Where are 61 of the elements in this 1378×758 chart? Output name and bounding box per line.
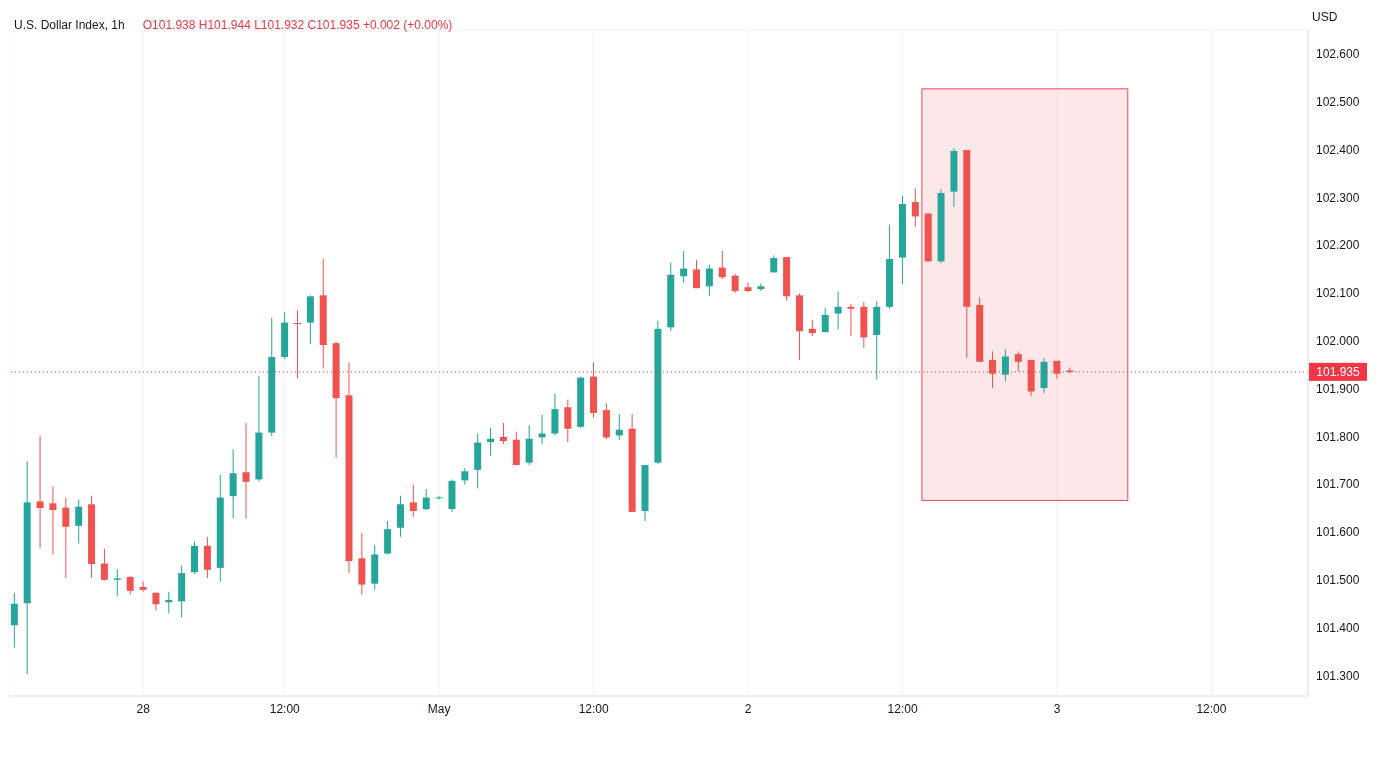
x-tick-label: 12:00 [1196, 701, 1227, 716]
candlestick [731, 273, 739, 294]
candlestick [499, 422, 507, 445]
chart-title: U.S. Dollar Index, 1h [14, 18, 125, 32]
x-tick-label: 12:00 [887, 701, 918, 716]
x-tick-label: 3 [1053, 701, 1061, 716]
candlestick [10, 592, 18, 649]
candlestick [834, 291, 842, 330]
y-tick-label: 102.100 [1316, 286, 1360, 301]
candlestick [911, 187, 919, 228]
candlestick [821, 307, 829, 333]
candlestick [75, 499, 83, 544]
candlestick [487, 427, 495, 457]
y-tick-label: 101.600 [1316, 525, 1360, 540]
candlestick [705, 264, 713, 297]
candlestick [113, 568, 121, 598]
candlestick [1001, 348, 1009, 382]
candlestick [693, 259, 701, 289]
candlestick [435, 495, 443, 500]
x-tick-label: 12:00 [269, 701, 301, 716]
candlestick [989, 350, 997, 389]
candlestick [139, 580, 147, 593]
candlestick [422, 488, 430, 511]
y-tick-label: 102.500 [1316, 94, 1360, 109]
candlestick [62, 497, 70, 579]
chart-subtitle: O101.938 H101.944 L101.932 C101.935 +0.002 (+0.00%) [142, 18, 453, 32]
candlestick [126, 575, 134, 596]
y-tick-label: 102.400 [1316, 142, 1360, 157]
y-tick-label: 101.300 [1316, 668, 1360, 683]
y-tick-label: 101.700 [1316, 477, 1360, 492]
candlestick [203, 536, 211, 579]
x-tick-label: 12:00 [578, 701, 609, 716]
candlestick [396, 495, 404, 538]
candlestick [847, 303, 855, 337]
x-tick-label: May [427, 701, 451, 716]
candlestick [49, 486, 57, 555]
y-tick-label: 101.400 [1316, 620, 1360, 635]
y-tick-label: 102.600 [1316, 47, 1360, 62]
y-axis-title: USD [1312, 10, 1338, 24]
y-tick-label: 101.800 [1316, 429, 1360, 444]
ref-line-label: 101.935 [1316, 364, 1361, 379]
candlestick [242, 422, 250, 520]
candlestick [757, 282, 765, 292]
candlestick [409, 484, 417, 518]
candlestick [744, 281, 752, 293]
candlestick [718, 250, 726, 280]
x-tick-label: 2 [744, 701, 752, 716]
y-tick-label: 101.500 [1316, 573, 1360, 588]
y-tick-label: 101.900 [1316, 381, 1360, 396]
x-tick-label: 28 [136, 701, 151, 716]
y-tick-label: 102.200 [1316, 238, 1360, 253]
candlestick [564, 399, 572, 443]
y-tick-label: 102.000 [1316, 334, 1360, 349]
candlestick [36, 435, 44, 549]
candlestick [1014, 350, 1022, 372]
y-tick-label: 102.300 [1316, 190, 1360, 205]
candlestick [294, 309, 301, 380]
candlestick [100, 548, 108, 582]
candlestick [525, 424, 533, 466]
candlestick [680, 250, 688, 284]
candlestick [229, 448, 237, 519]
